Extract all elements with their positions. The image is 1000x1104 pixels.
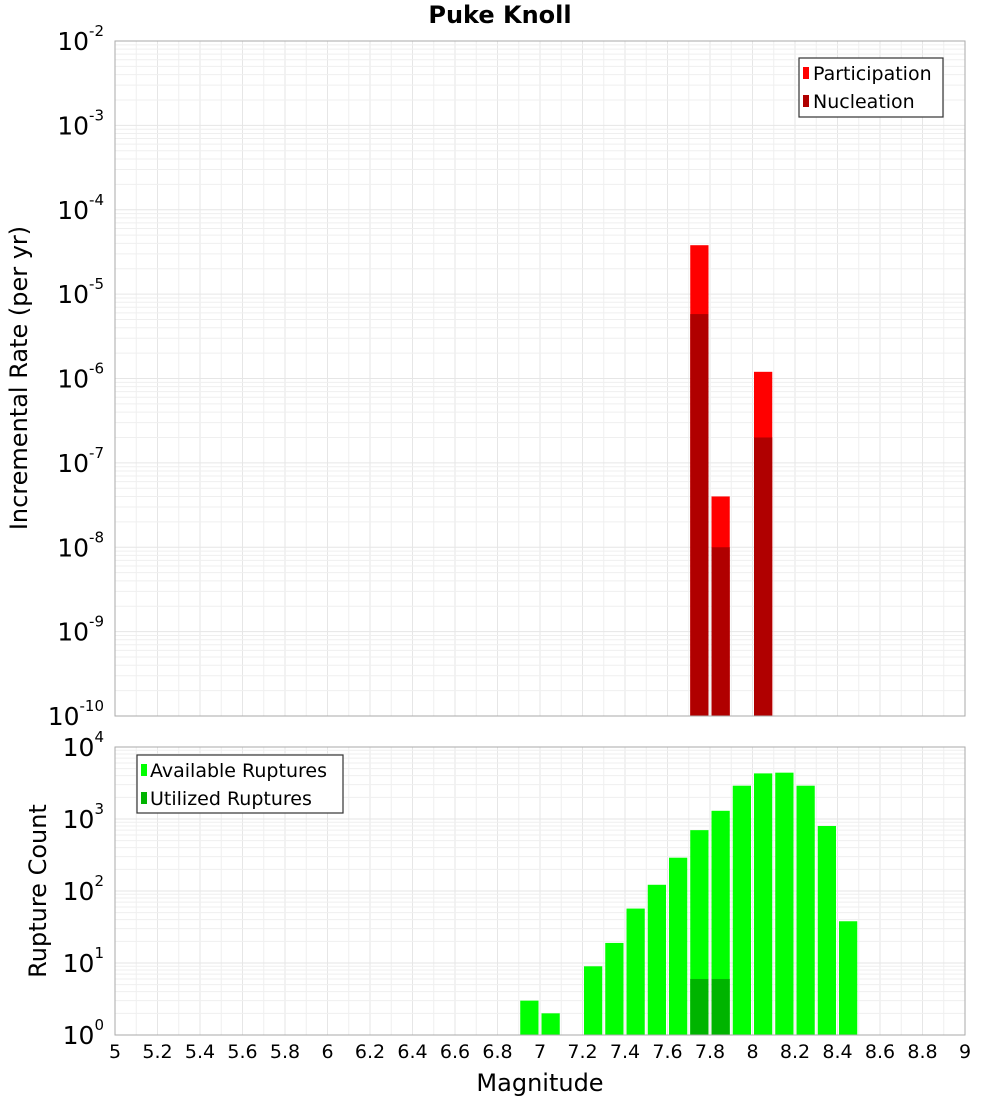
rate-y-tick-label: 10-7 [57,444,104,478]
count-y-ticks: 100 101 102 103 104 [63,728,104,1050]
x-tick-label: 6.8 [482,1041,512,1063]
count-legend-box [136,754,344,814]
nucleation-bar [754,437,773,716]
available-ruptures-bar [541,1013,560,1035]
rate-y-tick-label: 10-2 [57,22,104,56]
x-tick-label: 7 [534,1041,546,1063]
x-tick-labels: 5 5.2 5.4 5.6 5.8 6 6.2 6.4 6.6 6.8 7 7.2 7.4 7.6 7.8 8… [109,1041,971,1063]
rate-y-tick-label: 10-9 [57,613,104,647]
utilized-ruptures-bar [711,978,730,1035]
count-y-tick-label: 101 [63,944,104,978]
x-tick-label: 8.4 [822,1041,852,1063]
count-bars [520,772,858,1035]
utilized-legend-swatch [141,792,147,804]
rate-y-tick-label: 10-8 [57,528,104,562]
participation-legend-swatch [803,67,809,79]
rate-y-tick-label: 10-5 [57,275,104,309]
rupture-count-panel: 100 101 102 103 104 5 5.2 5.4 5.6 5.8 6 6.2 6.4 6.6 6… [24,728,971,1097]
x-tick-label: 8.2 [780,1041,810,1063]
x-tick-label: 5.8 [270,1041,300,1063]
rate-legend: Participation Nucleation [798,57,944,118]
rate-y-tick-label: 10-6 [57,360,104,394]
x-tick-label: 5.6 [227,1041,257,1063]
x-tick-label: 7.4 [610,1041,640,1063]
x-tick-label: 5.2 [142,1041,172,1063]
available-legend-swatch [141,764,147,776]
available-ruptures-bar [584,966,603,1035]
count-plot-border [114,746,966,1036]
x-tick-label: 8.6 [865,1041,895,1063]
available-ruptures-bar [605,942,624,1035]
available-legend-label: Available Ruptures [150,760,327,782]
x-tick-label: 7.2 [567,1041,597,1063]
rate-y-ticks: 10-10 10-9 10-8 10-7 10-6 10-5 10-4 10-3 10-2 [48,22,104,731]
nucleation-legend-swatch [803,95,809,107]
available-ruptures-bar [647,884,666,1035]
utilized-ruptures-bar [690,978,709,1035]
available-ruptures-bar [775,772,794,1035]
count-y-axis-label: Rupture Count [24,804,52,978]
nucleation-legend-label: Nucleation [813,91,915,113]
available-ruptures-bar [711,810,730,1035]
rate-plot-border [114,40,966,717]
rate-bars [690,245,773,717]
nucleation-bar [690,314,709,716]
x-tick-label: 7.8 [695,1041,725,1063]
rate-gridlines [114,41,966,717]
rate-y-tick-label: 10-3 [57,106,104,140]
available-ruptures-bar [796,785,815,1035]
x-tick-label: 6.2 [355,1041,385,1063]
rate-legend-box [798,57,944,118]
count-y-tick-label: 100 [63,1016,104,1050]
x-tick-label: 6 [321,1041,333,1063]
available-ruptures-bar [754,773,773,1035]
x-tick-label: 8 [746,1041,758,1063]
x-tick-label: 7.6 [652,1041,682,1063]
x-tick-label: 8.8 [907,1041,937,1063]
x-tick-label: 5.4 [185,1041,215,1063]
available-ruptures-bar [817,825,836,1035]
x-tick-label: 6.6 [440,1041,470,1063]
rate-y-axis-label: Incremental Rate (per yr) [5,226,33,530]
count-y-tick-label: 104 [63,728,104,762]
available-ruptures-bar [732,785,751,1035]
nucleation-bar [711,547,730,716]
x-tick-label: 6.4 [397,1041,427,1063]
rate-y-tick-label: 10-10 [48,697,104,731]
utilized-legend-label: Utilized Ruptures [150,788,312,810]
x-tick-label: 5 [109,1041,121,1063]
count-y-tick-label: 102 [63,872,104,906]
available-ruptures-bar [626,908,645,1035]
x-tick-label: 9 [959,1041,971,1063]
participation-legend-label: Participation [813,63,932,85]
rate-y-tick-label: 10-4 [57,191,104,225]
x-axis-label: Magnitude [476,1069,603,1097]
rate-panel: 10-10 10-9 10-8 10-7 10-6 10-5 10-4 10-3 10-2 In… [5,22,966,731]
count-legend: Available Ruptures Utilized Ruptures [136,754,344,814]
available-ruptures-bar [839,921,858,1035]
available-ruptures-bar [520,1000,539,1035]
available-ruptures-bar [669,857,688,1035]
chart-title: Puke Knoll [428,1,571,29]
count-y-tick-label: 103 [63,800,104,834]
